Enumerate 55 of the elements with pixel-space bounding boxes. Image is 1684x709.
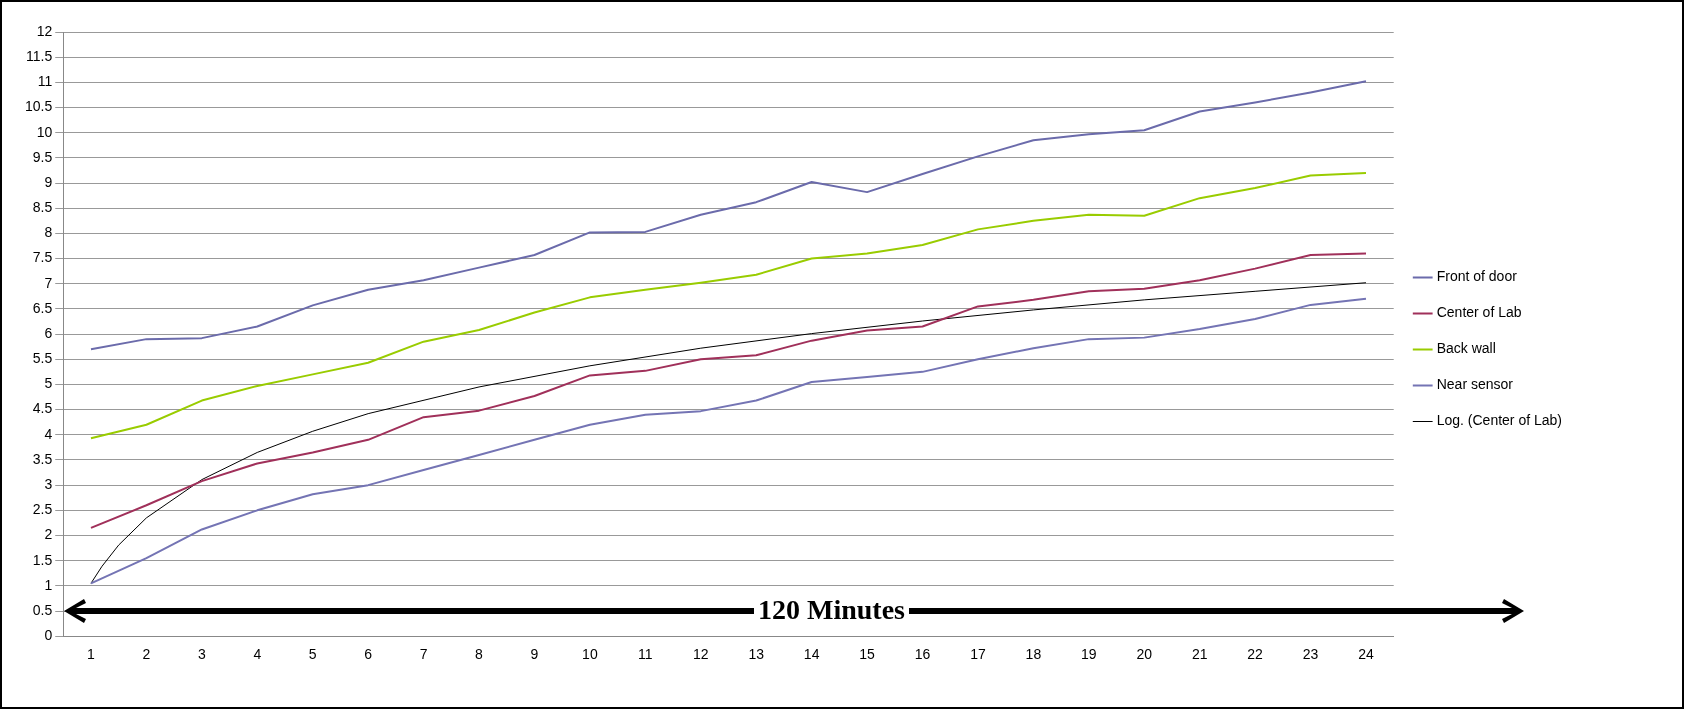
x-tick-label: 12: [692, 646, 709, 663]
x-tick-label: 7: [419, 646, 428, 663]
x-tick-label: 9: [530, 646, 539, 663]
x-tick-label: 21: [1191, 646, 1208, 663]
y-tick-label: 11: [37, 73, 53, 90]
x-tick-label: 1: [87, 646, 96, 663]
y-tick-label: 10.5: [25, 98, 53, 115]
y-tick-label: 4: [44, 425, 53, 442]
y-tick-label: 9.5: [32, 148, 53, 165]
y-tick-label: 5.5: [32, 350, 53, 367]
x-tick-label: 23: [1302, 646, 1319, 663]
y-tick-label: 6: [44, 324, 53, 341]
annotation: 120 Minutes: [754, 594, 909, 626]
x-tick-label: 17: [970, 646, 986, 663]
x-tick-label: 10: [582, 646, 598, 663]
x-tick-label: 11: [638, 646, 653, 663]
y-tick-label: 2.5: [32, 501, 53, 518]
y-tick-label: 5: [44, 375, 53, 392]
x-tick-label: 8: [475, 646, 484, 663]
legend-label: Center of Lab: [1436, 304, 1522, 321]
legend-label: Back wall: [1436, 340, 1496, 357]
y-tick-label: 1.5: [32, 551, 53, 568]
x-tick-label: 22: [1247, 646, 1264, 663]
x-tick-label: 6: [364, 646, 373, 663]
x-tick-label: 24: [1358, 646, 1374, 663]
legend-label: Near sensor: [1436, 376, 1514, 393]
y-tick-label: 12: [36, 22, 53, 39]
x-tick-label: 15: [859, 646, 876, 663]
x-tick-label: 13: [748, 646, 765, 663]
y-tick-label: 1: [44, 576, 53, 593]
x-tick-label: 3: [197, 646, 206, 663]
y-tick-label: 0.5: [32, 601, 53, 618]
x-tick-label: 4: [253, 646, 262, 663]
x-tick-label: 16: [914, 646, 931, 663]
y-tick-label: 4.5: [32, 400, 53, 417]
x-tick-label: 19: [1081, 646, 1097, 663]
legend-label: Log. (Center of Lab): [1436, 412, 1562, 429]
y-tick-label: 3.5: [32, 450, 53, 467]
y-tick-label: 8.5: [32, 199, 53, 216]
x-tick-label: 18: [1025, 646, 1042, 663]
legend-label: Front of door: [1436, 268, 1518, 285]
y-tick-label: 2: [44, 526, 53, 543]
y-tick-label: 6.5: [32, 299, 53, 316]
x-tick-label: 14: [803, 646, 820, 663]
x-tick-label: 2: [142, 646, 151, 663]
y-tick-label: 10: [36, 123, 53, 140]
y-tick-label: 3: [44, 476, 53, 493]
y-tick-label: 8: [44, 224, 53, 241]
y-tick-label: 7: [44, 274, 53, 291]
y-tick-label: 0: [44, 627, 53, 644]
x-tick-label: 5: [308, 646, 317, 663]
x-tick-label: 20: [1136, 646, 1153, 663]
y-tick-label: 11.5: [26, 48, 53, 65]
y-tick-label: 9: [44, 173, 53, 190]
y-tick-label: 7.5: [32, 249, 53, 266]
